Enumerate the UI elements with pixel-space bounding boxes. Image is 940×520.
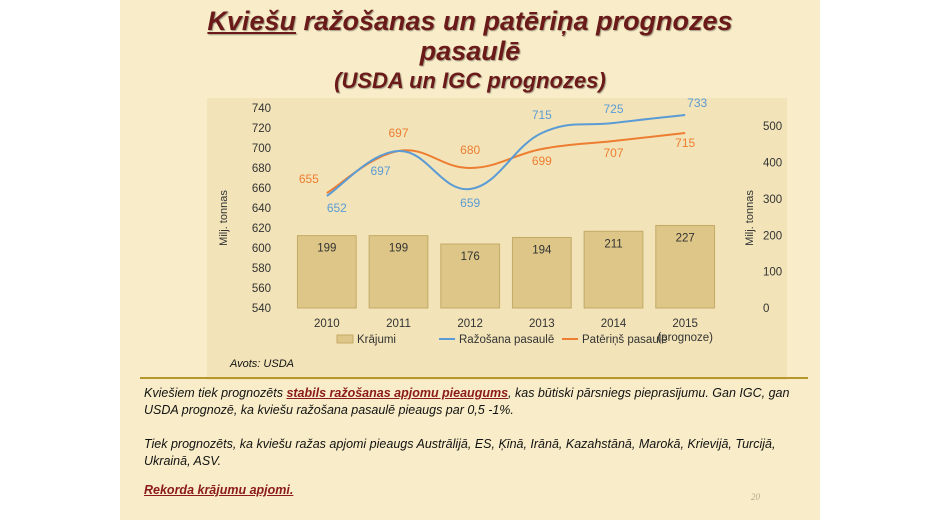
bar-value-label: 227	[676, 232, 695, 244]
y-left-tick-label: 660	[252, 183, 271, 195]
bar-krajumi	[583, 230, 644, 309]
slide: Kviešu ražošanas un patēriņa prognozes p…	[120, 0, 820, 520]
x-tick-label: 2014	[601, 318, 627, 330]
title-subtitle: (USDA un IGC prognozes)	[334, 68, 606, 93]
paragraph-countries: Tiek prognozēts, ka kviešu ražas apjomi …	[144, 437, 776, 468]
y-right-tick-label: 200	[763, 230, 782, 242]
y-left-tick-label: 700	[252, 143, 271, 155]
y-right-axis-title: Milj. tonnas	[744, 190, 756, 246]
production-value-label: 725	[603, 102, 623, 116]
line-paterins	[326, 132, 686, 194]
consumption-value-label: 697	[388, 126, 408, 140]
bar-value-label: 211	[604, 238, 622, 250]
x-tick-label: 2010	[314, 318, 340, 330]
consumption-value-label: 715	[675, 136, 695, 150]
y-right-tick-label: 300	[763, 194, 782, 206]
consumption-value-label: 699	[532, 154, 552, 168]
y-left-tick-label: 740	[252, 103, 271, 115]
y-left-tick-label: 640	[252, 203, 271, 215]
y-left-tick-label: 560	[252, 283, 271, 295]
production-value-label: 733	[687, 98, 707, 110]
y-left-tick-label: 680	[252, 163, 271, 175]
divider	[140, 377, 808, 379]
p3-highlight: Rekorda krājumu apjomi.	[144, 483, 294, 497]
chart: 540 560 580 600 620 640 660 680 700 720 740 0 100 200…	[207, 98, 787, 380]
legend-label-razosana: Ražošana pasaulē	[459, 334, 554, 346]
production-value-label: 659	[460, 196, 480, 210]
chart-source: Avots: USDA	[230, 358, 294, 370]
line-razosana	[326, 114, 686, 197]
legend-swatch-krajumi	[336, 334, 354, 344]
bar-krajumi	[440, 243, 501, 309]
consumption-value-label: 707	[603, 146, 623, 160]
legend-label-krajumi: Krājumi	[357, 334, 396, 346]
bar-krajumi	[655, 224, 716, 309]
bar-value-label: 176	[461, 251, 480, 263]
bar-value-label: 199	[389, 243, 408, 255]
consumption-value-label: 655	[299, 172, 319, 186]
bar-krajumi	[368, 235, 429, 309]
legend-label-paterins: Patēriņš pasaulē	[582, 334, 668, 346]
y-right-tick-label: 400	[763, 158, 782, 170]
paragraph-production: Kviešiem tiek prognozēts stabils ražošan…	[144, 385, 804, 419]
y-left-tick-label: 620	[252, 223, 271, 235]
p1-highlight: stabils ražošanas apjomu pieaugums	[286, 386, 509, 400]
consumption-value-label: 680	[460, 143, 480, 157]
page-number: 20	[751, 492, 760, 502]
y-left-tick-label: 580	[252, 263, 271, 275]
title-line2: pasaulē	[419, 36, 521, 66]
bar-krajumi	[511, 236, 572, 309]
paragraph-stocks: Rekorda krājumu apjomi.	[144, 482, 804, 499]
x-tick-sublabel: (prognoze)	[657, 332, 713, 344]
p1-text-end: , kas būtiski pārsniegs pieprasījumu. Ga…	[144, 386, 790, 417]
y-right-tick-label: 100	[763, 267, 782, 279]
y-right-tick-label: 0	[763, 303, 769, 315]
x-tick-label: 2011	[386, 318, 411, 330]
y-left-tick-label: 600	[252, 243, 271, 255]
production-value-label: 697	[370, 164, 390, 178]
y-left-tick-label: 720	[252, 123, 271, 135]
x-tick-label: 2013	[529, 318, 555, 330]
y-left-tick-label: 540	[252, 303, 271, 315]
title-underlined-word: Kviešu	[207, 6, 296, 36]
x-tick-label: 2015	[672, 318, 698, 330]
bar-value-label: 199	[317, 243, 336, 255]
y-right-tick-label: 500	[763, 121, 782, 133]
chart-svg: 540 560 580 600 620 640 660 680 700 720 740 0 100 200…	[218, 98, 782, 346]
p1-text-start: Kviešiem tiek prognozēts	[144, 386, 287, 400]
title-line1: ražošanas un patēriņa prognozes	[295, 6, 733, 36]
bar-value-label: 194	[532, 244, 552, 256]
y-left-axis-title: Milj. tonnas	[218, 190, 230, 246]
slide-title: Kviešu ražošanas un patēriņa prognozes p…	[120, 6, 820, 96]
production-value-label: 652	[327, 201, 347, 215]
production-value-label: 715	[532, 108, 552, 122]
bar-krajumi	[296, 235, 357, 309]
x-tick-label: 2012	[457, 318, 483, 330]
